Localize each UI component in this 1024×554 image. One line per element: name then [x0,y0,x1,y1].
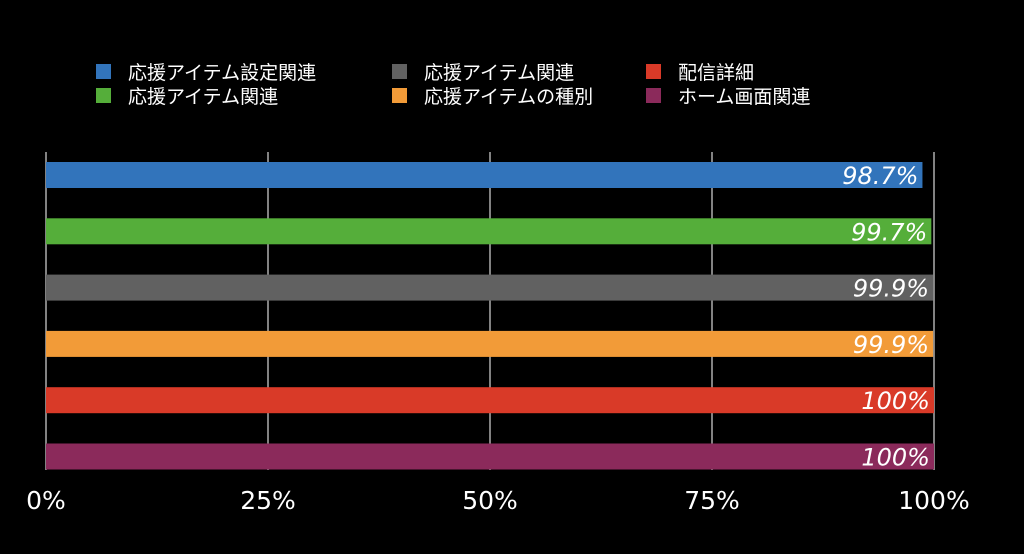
x-tick-label-1: 25% [240,486,296,515]
gridlines [45,152,935,470]
bar-value-label-5: 100% [861,387,930,415]
legend-label-1: 応援アイテム設定関連 [128,62,316,84]
bar-2 [46,218,932,245]
bar-value-label-4: 99.9% [853,331,929,359]
legend-swatch-4 [392,88,407,103]
legend-label-5: 配信詳細 [678,62,754,84]
bar-1 [46,162,923,188]
legend-swatch-5 [646,64,661,79]
legend-label-6: ホーム画面関連 [678,86,810,108]
bar-5 [46,387,934,414]
bar-6 [46,443,934,470]
x-tick-label-0: 0% [26,486,66,515]
x-tick-label-4: 100% [898,486,969,515]
legend: 応援アイテム設定関連応援アイテム関連応援アイテム関連応援アイテムの種別配信詳細ホ… [96,62,810,108]
legend-label-4: 応援アイテムの種別 [424,86,593,108]
legend-swatch-6 [646,88,661,103]
legend-label-3: 応援アイテム関連 [424,62,574,84]
legend-swatch-3 [392,64,407,79]
legend-swatch-2 [96,88,111,103]
bar-value-label-3: 99.9% [853,275,929,303]
bars: 98.7% 99.7% 99.9% 99.9% 100% 100% [46,162,934,472]
bar-value-label-2: 99.7% [851,218,927,246]
bar-value-label-6: 100% [861,444,930,472]
x-axis-ticks: 0% 25% 50% 75% 100% [26,486,970,515]
bar-4 [46,330,934,357]
x-tick-label-2: 50% [462,486,518,515]
legend-swatch-1 [96,64,111,79]
x-tick-label-3: 75% [684,486,740,515]
bar-3 [46,274,934,301]
bar-value-label-1: 98.7% [842,162,918,190]
legend-label-2: 応援アイテム関連 [128,86,278,108]
